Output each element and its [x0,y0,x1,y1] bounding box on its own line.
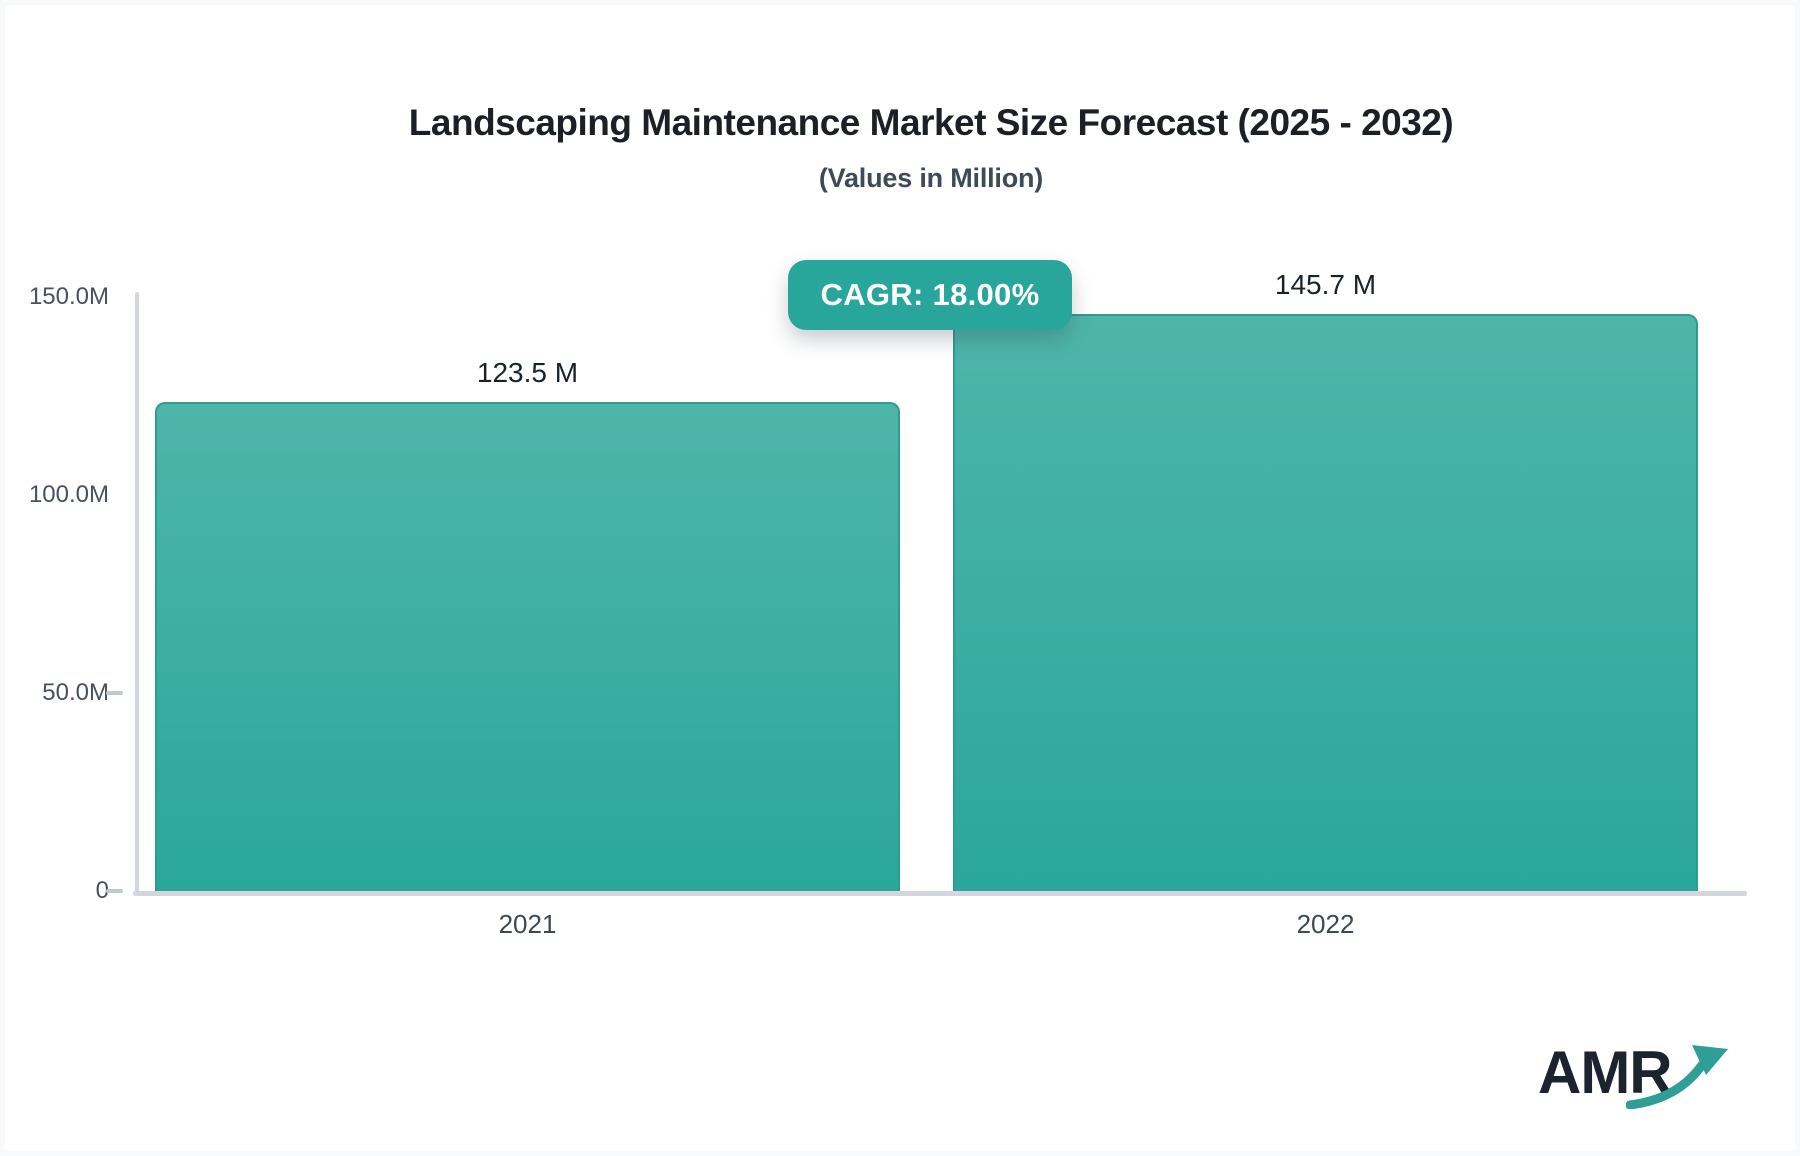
x-axis-label: 2022 [1296,909,1355,939]
cagr-badge: CAGR: 18.00% [788,260,1072,330]
x-axis-label: 2021 [498,909,557,939]
chart-subtitle: (Values in Million) [818,163,1044,193]
bar-2021 [155,401,900,891]
plot-area: 150.0M 100.0M 50.0M 0 123.5 M 2021 145.7 M 2022 [5,5,1795,1151]
bar-value-label: 123.5 M [476,356,579,388]
chart-header: Landscaping Maintenance Market Size Fore… [67,101,1795,194]
growth-arrow-icon [1626,1045,1728,1109]
chart-title: Landscaping Maintenance Market Size Fore… [408,102,1454,143]
y-axis-line [135,292,139,893]
bar-value-label: 145.7 M [1274,269,1377,301]
x-axis-line [133,891,1747,896]
y-axis-tick-mark [106,691,123,695]
y-axis-tick-mark [106,889,123,893]
y-axis-tick-label: 150.0M [28,283,109,310]
y-axis-tick-label: 100.0M [28,481,109,508]
amr-logo: AMR [1538,1041,1738,1121]
amr-logo-text: AMR [1538,1039,1673,1106]
y-axis-tick-label: 0 [95,877,109,904]
y-axis-tick-label: 50.0M [42,679,109,706]
bar-2022 [953,314,1698,891]
